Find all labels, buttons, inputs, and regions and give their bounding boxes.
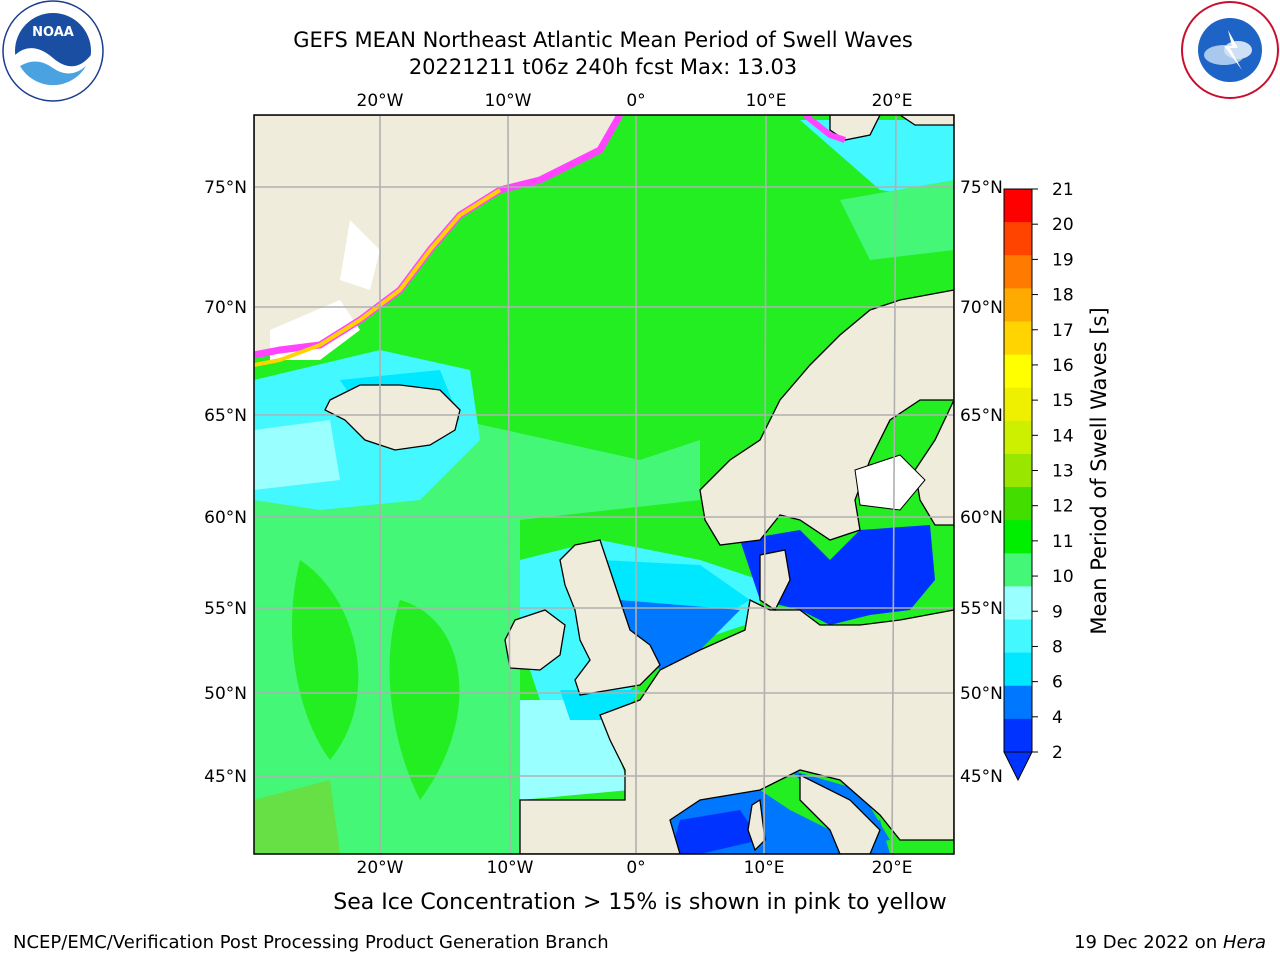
lon-label: 20°W [357,91,404,111]
colorbar-tick-label: 14 [1052,426,1074,446]
lat-labels-right: 75°N 70°N 65°N 60°N 55°N 50°N 45°N [960,178,1003,787]
colorbar-segment [1004,255,1032,289]
lon-label: 0° [626,91,645,111]
colorbar-segment [1004,189,1032,223]
lat-label: 65°N [204,406,247,426]
lat-labels-left: 75°N 70°N 65°N 60°N 55°N 50°N 45°N [204,178,247,787]
colorbar-tick-label: 13 [1052,462,1074,482]
footer-date: 19 Dec 2022 on Hera [1074,932,1266,953]
colorbar-segment [1004,387,1032,422]
lat-label: 70°N [960,298,1003,318]
colorbar-tick-label: 11 [1052,532,1074,552]
colorbar-tick-label: 8 [1052,637,1063,657]
colorbar-tick-label: 15 [1052,391,1074,411]
chart-title: GEFS MEAN Northeast Atlantic Mean Period… [293,28,913,52]
lon-labels-top: 20°W 10°W 0° 10°E 20°E [357,91,913,111]
colorbar-segment [1004,288,1032,322]
lon-label: 10°W [485,91,532,111]
lat-label: 50°N [204,684,247,704]
colorbar-tick-label: 20 [1052,215,1074,235]
colorbar-label: Mean Period of Swell Waves [s] [1087,307,1111,634]
lat-label: 65°N [960,406,1003,426]
colorbar-tick-label: 4 [1052,708,1063,728]
lat-label: 45°N [204,767,247,787]
colorbar-tick-label: 2 [1052,743,1063,763]
map-frame [253,114,955,855]
lat-label: 75°N [204,178,247,198]
footer-host: Hera [1222,932,1266,953]
colorbar: 2 4 6 8 9 10 11 12 13 14 15 16 17 18 19 20 21 [1003,180,1074,782]
lon-label: 20°W [357,858,404,878]
lat-label: 60°N [204,508,247,528]
lon-label: 20°E [872,91,913,111]
lon-label: 10°E [744,858,785,878]
lon-label: 10°E [746,91,787,111]
lat-label: 55°N [960,599,1003,619]
colorbar-tick-label: 16 [1052,356,1074,376]
colorbar-segment [1004,652,1032,687]
colorbar-tick-label: 19 [1052,250,1074,270]
land-masses [254,115,954,854]
lat-label: 50°N [960,684,1003,704]
colorbar-segment [1004,354,1032,389]
lon-label: 20°E [872,858,913,878]
nws-logo [1181,1,1279,99]
lon-label: 0° [626,858,645,878]
sea-ice-note: Sea Ice Concentration > 15% is shown in … [333,890,947,915]
lon-labels-bottom: 20°W 10°W 0° 10°E 20°E [357,858,913,878]
lat-label: 45°N [960,767,1003,787]
colorbar-segment [1004,718,1032,753]
colorbar-tick-label: 18 [1052,286,1074,306]
colorbar-segment [1004,586,1032,621]
colorbar-tick-label: 12 [1052,497,1074,517]
colorbar-segment [1004,420,1032,455]
noaa-logo: NOAA [2,0,104,102]
chart-subtitle: 20221211 t06z 240h fcst Max: 13.03 [408,55,798,79]
lon-label: 10°W [487,858,534,878]
colorbar-tick-label: 21 [1052,180,1074,200]
colorbar-segment [1004,619,1032,654]
lat-label: 75°N [960,178,1003,198]
colorbar-segment [1004,321,1032,356]
footer-credit: NCEP/EMC/Verification Post Processing Pr… [13,932,609,953]
footer-date-text: 19 Dec 2022 on [1074,932,1223,953]
graticule [254,115,954,854]
colorbar-segment [1004,453,1032,488]
colorbar-tick-label: 6 [1052,673,1063,693]
colorbar-segment [1004,553,1032,587]
lat-label: 60°N [960,508,1003,528]
colorbar-tick-label: 10 [1052,567,1074,587]
colorbar-tick-label: 9 [1052,602,1063,622]
colorbar-tick-label: 17 [1052,321,1074,341]
colorbar-segment [1004,222,1032,256]
lat-label: 70°N [204,298,247,318]
lat-label: 55°N [204,599,247,619]
colorbar-segment [1004,520,1032,554]
svg-text:NOAA: NOAA [32,25,74,40]
colorbar-segment [1004,685,1032,720]
map-area [254,115,954,854]
colorbar-segment [1004,487,1032,521]
colorbar-extension [1003,751,1033,782]
